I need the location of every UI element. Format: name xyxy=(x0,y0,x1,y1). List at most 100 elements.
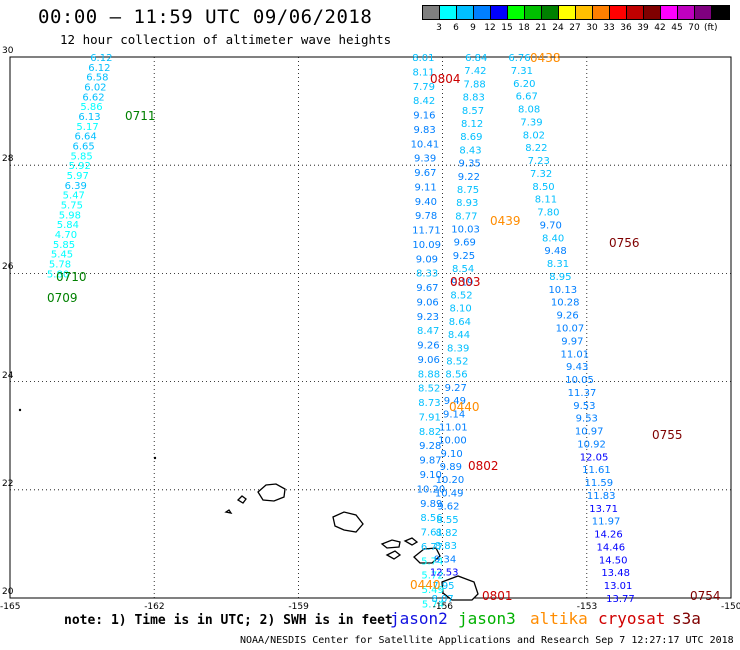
wave-height-value: 11.71 xyxy=(412,226,441,237)
wave-height-value: 8.39 xyxy=(447,343,469,354)
wave-height-value: 8.11 xyxy=(535,195,557,206)
wave-height-value: 9.09 xyxy=(416,254,438,265)
y-axis-label: 22 xyxy=(2,478,14,489)
wave-height-value: 5.85 xyxy=(71,151,93,162)
wave-height-value: 13.48 xyxy=(601,568,630,579)
wave-height-value: 8.56 xyxy=(420,513,442,524)
wave-height-value: 10.20 xyxy=(417,484,446,495)
wave-height-value: 9.78 xyxy=(415,211,437,222)
wave-height-value: 11.61 xyxy=(582,465,611,476)
track-time-label: 0804 xyxy=(430,72,461,86)
wave-height-value: 8.52 xyxy=(446,356,468,367)
wave-height-value: 5.49 xyxy=(422,585,444,596)
wave-height-value: 8.47 xyxy=(417,326,439,337)
wave-height-value: 13.71 xyxy=(589,504,618,515)
wave-height-value: 9.53 xyxy=(576,414,598,425)
track-time-label: 0440 xyxy=(410,578,441,592)
track-time-label: 0439 xyxy=(490,214,521,228)
wave-height-value: 7.23 xyxy=(528,156,550,167)
wave-height-value: 10.09 xyxy=(412,240,441,251)
wave-height-value: 10.20 xyxy=(436,475,465,486)
wave-height-value: 11.37 xyxy=(568,388,597,399)
track-time-label: 0756 xyxy=(609,236,640,250)
wave-height-value: 5.72 xyxy=(421,571,443,582)
island-outline xyxy=(224,509,233,514)
satellite-legend-item: jason2 xyxy=(390,609,448,628)
wave-height-value: 6.77 xyxy=(421,542,443,553)
scale-unit-label: (ft) xyxy=(704,23,718,33)
wave-height-value: 8.43 xyxy=(459,145,481,156)
track-time-label: 0710 xyxy=(56,270,87,284)
wave-height-value: 9.23 xyxy=(417,312,439,323)
wave-height-value: 8.10 xyxy=(450,304,472,315)
wave-height-value: 8.22 xyxy=(525,143,547,154)
wave-height-value: 8.75 xyxy=(457,185,479,196)
wave-height-value: 6.67 xyxy=(516,92,538,103)
wave-height-value: 5.92 xyxy=(69,161,91,172)
wave-height-value: 6.20 xyxy=(513,79,535,90)
wave-height-value: 12.53 xyxy=(430,568,459,579)
wave-height-value: 13.01 xyxy=(604,581,633,592)
wave-height-value: 8.01 xyxy=(412,53,434,64)
wave-height-value: 8.33 xyxy=(416,269,438,280)
wave-height-value: 9.53 xyxy=(573,401,595,412)
wave-height-value: 7.88 xyxy=(463,79,485,90)
wave-height-value: 6.62 xyxy=(82,92,104,103)
track-time-label: 0755 xyxy=(652,428,683,442)
scale-tick-label: 15 xyxy=(501,23,513,33)
wave-height-value: 10.92 xyxy=(577,439,606,450)
wave-height-value: 7.80 xyxy=(537,208,559,219)
x-axis-label: -159 xyxy=(288,602,309,612)
wave-height-value: 8.12 xyxy=(461,119,483,130)
wave-height-value: 8.83 xyxy=(435,541,457,552)
wave-height-value: 8.73 xyxy=(418,398,440,409)
track-time-label: 0440 xyxy=(449,400,480,414)
wave-height-value: 8.88 xyxy=(418,369,440,380)
wave-height-value: 9.22 xyxy=(458,172,480,183)
scale-tick-label: 24 xyxy=(552,23,564,33)
wave-height-value: 14.46 xyxy=(597,542,626,553)
wave-height-value: 11.97 xyxy=(592,517,621,528)
wave-height-value: 9.62 xyxy=(437,502,459,513)
y-axis-label: 28 xyxy=(2,154,14,165)
wave-height-value: 5.74 xyxy=(421,556,443,567)
wave-height-value: 14.26 xyxy=(594,530,623,541)
wave-height-value: 10.41 xyxy=(411,139,440,150)
wave-height-value: 13.77 xyxy=(606,594,635,605)
scale-tick-label: 27 xyxy=(569,23,581,33)
wave-height-value: 9.70 xyxy=(540,220,562,231)
y-axis-label: 26 xyxy=(2,262,14,273)
wave-height-value: 8.52 xyxy=(450,291,472,302)
wave-height-value: 8.82 xyxy=(436,528,458,539)
wave-height-value: 11.83 xyxy=(587,491,616,502)
wave-height-value: 9.43 xyxy=(566,362,588,373)
wave-height-value: 7.39 xyxy=(520,117,542,128)
wave-height-value: 9.39 xyxy=(414,154,436,165)
track-time-label: 0803 xyxy=(450,275,481,289)
island-outline xyxy=(332,511,364,533)
wave-height-value: 14.50 xyxy=(599,555,628,566)
track-time-label: 0711 xyxy=(125,109,156,123)
scale-tick-label: 21 xyxy=(535,23,547,33)
wave-height-value: 9.06 xyxy=(418,355,440,366)
wave-height-value: 4.70 xyxy=(55,230,77,241)
wave-height-value: 8.55 xyxy=(436,515,458,526)
wave-height-value: 9.06 xyxy=(417,297,439,308)
wave-height-value: 9.25 xyxy=(453,251,475,262)
wave-height-value: 9.26 xyxy=(417,341,439,352)
scale-tick-label: 36 xyxy=(620,23,632,33)
wave-height-value: 8.82 xyxy=(419,427,441,438)
wave-height-value: 8.77 xyxy=(455,211,477,222)
island-dot xyxy=(18,408,22,412)
wave-height-value: 8.11 xyxy=(412,67,434,78)
wave-height-value: 9.34 xyxy=(434,554,456,565)
wave-height-value: 9.67 xyxy=(414,168,436,179)
wave-height-value: 5.17 xyxy=(76,122,98,133)
wave-height-value: 9.97 xyxy=(561,336,583,347)
scale-tick-label: 6 xyxy=(453,23,459,33)
wave-height-value: 10.97 xyxy=(575,427,604,438)
wave-height-value: 5.86 xyxy=(80,102,102,113)
scale-tick-label: 39 xyxy=(637,23,649,33)
